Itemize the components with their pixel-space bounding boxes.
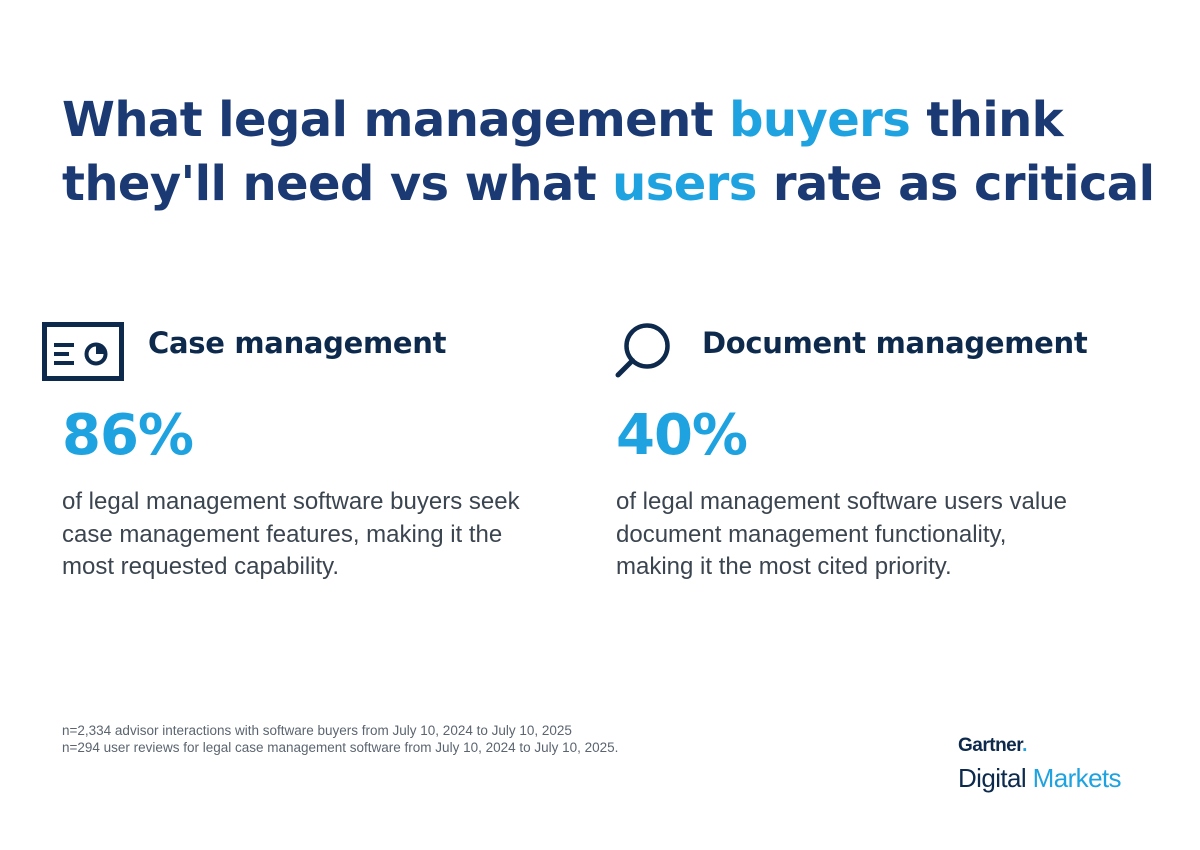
- brand-gartner-dot: .: [1022, 735, 1027, 756]
- document-management-card: Document management 40% of legal managem…: [612, 316, 1112, 580]
- footnotes: n=2,334 advisor interactions with softwa…: [62, 722, 618, 756]
- case-management-stat: 86%: [62, 403, 194, 468]
- document-management-header: Document management: [612, 316, 1112, 380]
- title-accent-buyers: buyers: [729, 92, 911, 148]
- case-management-card: Case management 86% of legal management …: [42, 316, 542, 580]
- brand-gartner-text: Gartner: [958, 735, 1023, 756]
- case-management-description: of legal management software buyers seek…: [62, 488, 520, 580]
- gartner-digital-markets-logo: Gartner. Digital Markets: [958, 734, 1122, 794]
- magnifying-glass-icon: [612, 322, 676, 387]
- brand-gartner: Gartner.: [958, 734, 1121, 758]
- brand-digital: Digital: [958, 763, 1027, 793]
- page-title: What legal management buyers think they'…: [62, 88, 1172, 216]
- dashboard-report-icon: [42, 322, 124, 387]
- case-management-label: Case management: [148, 326, 447, 360]
- document-management-label: Document management: [702, 326, 1088, 360]
- title-part-1: What legal management: [62, 92, 730, 148]
- brand-markets: Markets: [1026, 763, 1122, 793]
- footnote-buyers: n=2,334 advisor interactions with softwa…: [62, 723, 572, 738]
- footnote-users: n=294 user reviews for legal case manage…: [62, 740, 619, 755]
- title-accent-users: users: [612, 156, 757, 212]
- title-part-2: think they'll need vs what: [62, 92, 1064, 212]
- brand-digital-markets: Digital Markets: [958, 762, 1122, 794]
- title-part-3: rate as critical: [756, 156, 1155, 212]
- case-management-header: Case management: [42, 316, 542, 381]
- document-management-description: of legal management software users value…: [616, 488, 1067, 580]
- document-management-stat: 40%: [616, 403, 748, 468]
